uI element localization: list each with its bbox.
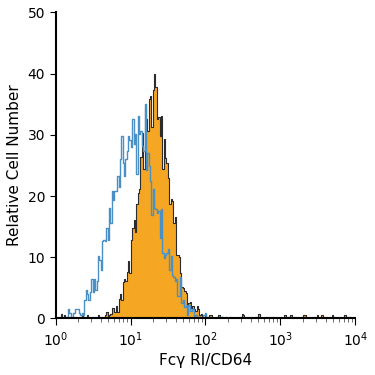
Y-axis label: Relative Cell Number: Relative Cell Number — [7, 85, 22, 246]
X-axis label: Fcγ RI/CD64: Fcγ RI/CD64 — [159, 353, 252, 368]
